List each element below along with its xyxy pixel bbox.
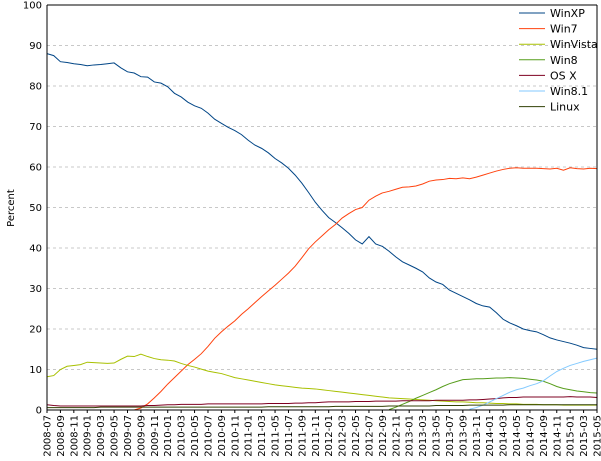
x-tick-label: 2010-07: [203, 415, 214, 457]
x-tick-label: 2012-07: [364, 415, 375, 457]
legend-label-win8-1: Win8.1: [550, 85, 588, 98]
x-tick-label: 2013-01: [405, 415, 416, 457]
x-tick-label: 2013-03: [418, 415, 429, 457]
y-tick-label: 50: [29, 203, 42, 214]
x-tick-label: 2015-05: [593, 415, 601, 457]
x-tick-label: 2011-07: [284, 415, 295, 457]
x-tick-label: 2012-03: [338, 415, 349, 457]
x-tick-label: 2012-01: [324, 415, 335, 457]
x-tick-label: 2013-09: [458, 415, 469, 457]
x-tick-label: 2011-03: [257, 415, 268, 457]
x-tick-label: 2013-07: [445, 415, 456, 457]
x-tick-label: 2011-01: [244, 415, 255, 457]
x-tick-label: 2009-01: [83, 415, 94, 457]
legend-label-win8: Win8: [550, 54, 578, 67]
x-tick-label: 2010-01: [163, 415, 174, 457]
x-tick-label: 2015-01: [566, 415, 577, 457]
series-line-os-x: [46, 396, 598, 407]
y-tick-label: 0: [36, 406, 42, 417]
x-tick-label: 2012-09: [378, 415, 389, 457]
x-tick-label: 2008-09: [56, 415, 67, 457]
x-tick-label: 2012-11: [391, 415, 402, 457]
x-tick-label: 2013-05: [432, 415, 443, 457]
y-tick-label: 90: [29, 41, 42, 52]
x-tick-label: 2014-01: [485, 415, 496, 457]
grid-layer: [47, 4, 597, 370]
x-tick-label: 2010-05: [190, 415, 201, 457]
axis-layer: [46, 4, 598, 411]
legend-label-win7: Win7: [550, 23, 578, 36]
legend-label-winvista: WinVista: [550, 38, 598, 51]
y-tick-label: 100: [23, 1, 42, 12]
series-line-win8: [388, 377, 598, 411]
y-tick-labels: 0 10 20 30 40 50 60 70 80 90 100: [23, 1, 42, 417]
x-tick-label: 2009-09: [136, 415, 147, 457]
series-line-win7: [47, 167, 598, 411]
x-tick-label: 2011-09: [297, 415, 308, 457]
series-line-winxp: [46, 53, 598, 350]
series-line-winvista: [46, 353, 597, 406]
x-tick-label: 2014-05: [512, 415, 523, 457]
x-tick-label: 2010-09: [217, 415, 228, 457]
x-tick-label: 2010-03: [177, 415, 188, 457]
x-tick-label: 2010-11: [230, 415, 241, 457]
x-tick-label: 2008-07: [43, 415, 54, 457]
x-tick-label: 2014-09: [539, 415, 550, 457]
x-tick-label: 2009-05: [110, 415, 121, 457]
series-line-win8-1: [469, 357, 598, 410]
x-tick-label: 2014-11: [552, 415, 563, 457]
legend-label-linux: Linux: [550, 101, 580, 114]
x-tick-label: 2009-07: [123, 415, 134, 457]
y-tick-label: 20: [29, 325, 42, 336]
y-tick-label: 10: [29, 365, 42, 376]
y-tick-label: 60: [29, 163, 42, 174]
legend: WinXP Win7 WinVista Win8 OS X Win8.1 Linux: [519, 7, 598, 114]
x-tick-labels: 2008-07 2008-09 2008-11 2009-01 2009-03 2009-…: [43, 410, 601, 457]
x-tick-label: 2008-11: [69, 415, 80, 457]
x-tick-label: 2009-03: [96, 415, 107, 457]
x-tick-label: 2014-07: [525, 415, 536, 457]
y-tick-label: 80: [29, 82, 42, 93]
y-axis-title: Percent: [6, 189, 17, 227]
x-tick-label: 2015-03: [579, 415, 590, 457]
y-tick-label: 30: [29, 284, 42, 295]
x-tick-label: 2012-05: [351, 415, 362, 457]
x-tick-label: 2013-11: [472, 415, 483, 457]
y-tick-label: 40: [29, 244, 42, 255]
series-layer: [46, 53, 598, 411]
legend-label-winxp: WinXP: [550, 7, 585, 20]
series-line-linux: [47, 404, 597, 409]
x-tick-label: 2014-03: [499, 415, 510, 457]
x-tick-label: 2011-11: [311, 415, 322, 457]
y-tick-label: 70: [29, 122, 42, 133]
legend-label-os-x: OS X: [550, 69, 577, 82]
x-tick-label: 2009-11: [150, 415, 161, 457]
x-tick-label: 2011-05: [271, 415, 282, 457]
